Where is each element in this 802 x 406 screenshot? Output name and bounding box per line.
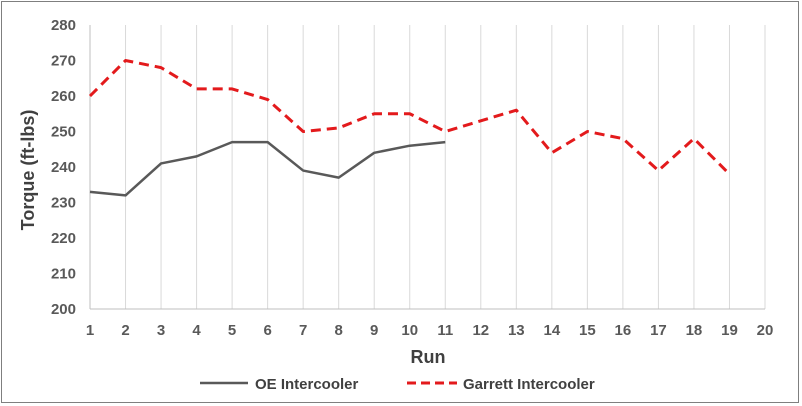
x-tick-4: 4 [192, 322, 201, 339]
y-tick-labels: 200 210 220 230 240 250 260 270 280 [51, 17, 76, 318]
y-tick-230: 230 [51, 195, 76, 212]
x-axis-label: Run [411, 347, 446, 367]
x-tick-7: 7 [299, 322, 307, 339]
y-axis-label: Torque (ft-lbs) [18, 110, 38, 231]
x-tick-17: 17 [650, 322, 667, 339]
x-tick-3: 3 [157, 322, 165, 339]
x-tick-labels: 1 2 3 4 5 6 7 8 9 10 11 12 13 14 15 16 17 18 19 20 [86, 322, 774, 339]
x-tick-5: 5 [228, 322, 236, 339]
x-tick-16: 16 [615, 322, 632, 339]
y-tick-260: 260 [51, 88, 76, 105]
x-tick-18: 18 [686, 322, 703, 339]
grid-lines [125, 25, 766, 309]
y-tick-210: 210 [51, 266, 76, 283]
y-tick-250: 250 [51, 124, 76, 141]
x-tick-12: 12 [472, 322, 489, 339]
legend: OE Intercooler Garrett Intercooler [200, 376, 595, 393]
axes [89, 25, 765, 310]
x-tick-6: 6 [263, 322, 271, 339]
x-tick-15: 15 [579, 322, 596, 339]
y-tick-200: 200 [51, 301, 76, 318]
x-tick-9: 9 [370, 322, 378, 339]
y-tick-270: 270 [51, 53, 76, 70]
x-tick-11: 11 [437, 322, 453, 339]
x-tick-2: 2 [121, 322, 129, 339]
legend-label-oe-intercooler: OE Intercooler [255, 376, 359, 393]
y-tick-220: 220 [51, 230, 76, 247]
x-tick-13: 13 [508, 322, 525, 339]
legend-label-garrett-intercooler: Garrett Intercooler [463, 376, 595, 393]
x-tick-1: 1 [86, 322, 94, 339]
x-tick-8: 8 [335, 322, 343, 339]
x-tick-20: 20 [757, 322, 774, 339]
x-tick-10: 10 [401, 322, 418, 339]
x-tick-19: 19 [721, 322, 738, 339]
x-tick-14: 14 [543, 322, 560, 339]
series-lines [88, 59, 731, 197]
y-tick-280: 280 [51, 17, 76, 34]
y-tick-240: 240 [51, 159, 76, 176]
